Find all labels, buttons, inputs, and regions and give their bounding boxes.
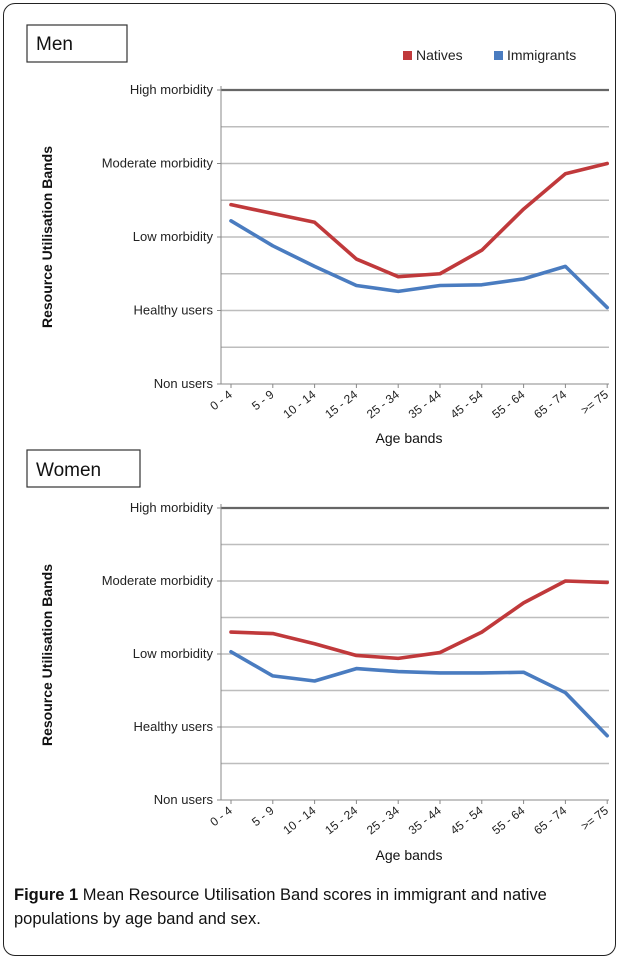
panel-title-box: [26, 24, 128, 63]
y-tick-label: High morbidity: [130, 82, 214, 97]
figure-caption: Figure 1 Mean Resource Utilisation Band …: [14, 883, 614, 931]
x-tick-label: >= 75: [578, 803, 611, 833]
x-tick-label: 35 - 44: [406, 387, 444, 421]
y-axis-label: Resource Utilisation Bands: [39, 564, 55, 746]
caption-label: Figure 1: [14, 886, 79, 904]
series-line-natives: [229, 579, 610, 661]
legend-swatch-immigrants: [494, 51, 503, 60]
y-tick-label: Non users: [154, 376, 214, 391]
x-tick-label: 5 - 9: [249, 387, 277, 413]
legend-label-natives: Natives: [416, 47, 463, 63]
panel-women: Women Non users Healthy users Low morbidity…: [26, 449, 611, 863]
x-axis-label: Age bands: [376, 847, 443, 863]
series-line-natives: [229, 161, 610, 279]
legend-swatch-natives: [403, 51, 412, 60]
x-axis-label: Age bands: [376, 430, 443, 446]
legend-label-immigrants: Immigrants: [507, 47, 576, 63]
x-tick-label: 45 - 54: [448, 387, 486, 421]
x-tick-label: 0 - 4: [207, 387, 235, 413]
y-tick-label: Moderate morbidity: [102, 156, 214, 171]
x-tick-label: 5 - 9: [249, 803, 277, 829]
x-tick-label: 65 - 74: [531, 387, 569, 421]
x-tick-label: 45 - 54: [448, 803, 486, 837]
x-tick-label: 25 - 34: [364, 387, 402, 421]
y-tick-label: Healthy users: [134, 303, 214, 318]
x-tick-label: 35 - 44: [406, 803, 444, 837]
y-tick-label: Low morbidity: [133, 229, 214, 244]
y-tick-label: Low morbidity: [133, 646, 214, 661]
series-line-immigrants: [229, 650, 610, 738]
x-tick-label: 10 - 14: [280, 803, 318, 837]
caption-end: .: [256, 910, 261, 928]
x-tick-label: 25 - 34: [364, 803, 402, 837]
y-axis-label: Resource Utilisation Bands: [39, 146, 55, 328]
x-tick-label: 55 - 64: [489, 803, 527, 837]
x-tick-label: 10 - 14: [280, 387, 318, 421]
x-tick-label: 65 - 74: [531, 803, 569, 837]
caption-text: Mean Resource Utilisation Band scores in…: [14, 886, 547, 928]
panel-title: Men: [36, 34, 73, 55]
panel-title-box: [26, 449, 141, 488]
y-tick-label: High morbidity: [130, 500, 214, 515]
y-tick-label: Non users: [154, 792, 214, 807]
panel-title: Women: [36, 460, 101, 481]
legend: Natives Immigrants: [403, 47, 576, 63]
x-tick-label: 15 - 24: [322, 387, 360, 421]
y-tick-label: Healthy users: [134, 719, 214, 734]
x-tick-label: 15 - 24: [322, 803, 360, 837]
series-line-immigrants: [229, 219, 610, 310]
y-tick-label: Moderate morbidity: [102, 573, 214, 588]
x-tick-label: 0 - 4: [207, 803, 235, 829]
panel-men: Men Non users Healthy users Low morbidity Mo…: [26, 24, 611, 446]
figure-charts: Natives Immigrants Men Non users Healthy u…: [26, 24, 611, 863]
x-tick-label: 55 - 64: [489, 387, 527, 421]
x-tick-label: >= 75: [578, 387, 611, 417]
